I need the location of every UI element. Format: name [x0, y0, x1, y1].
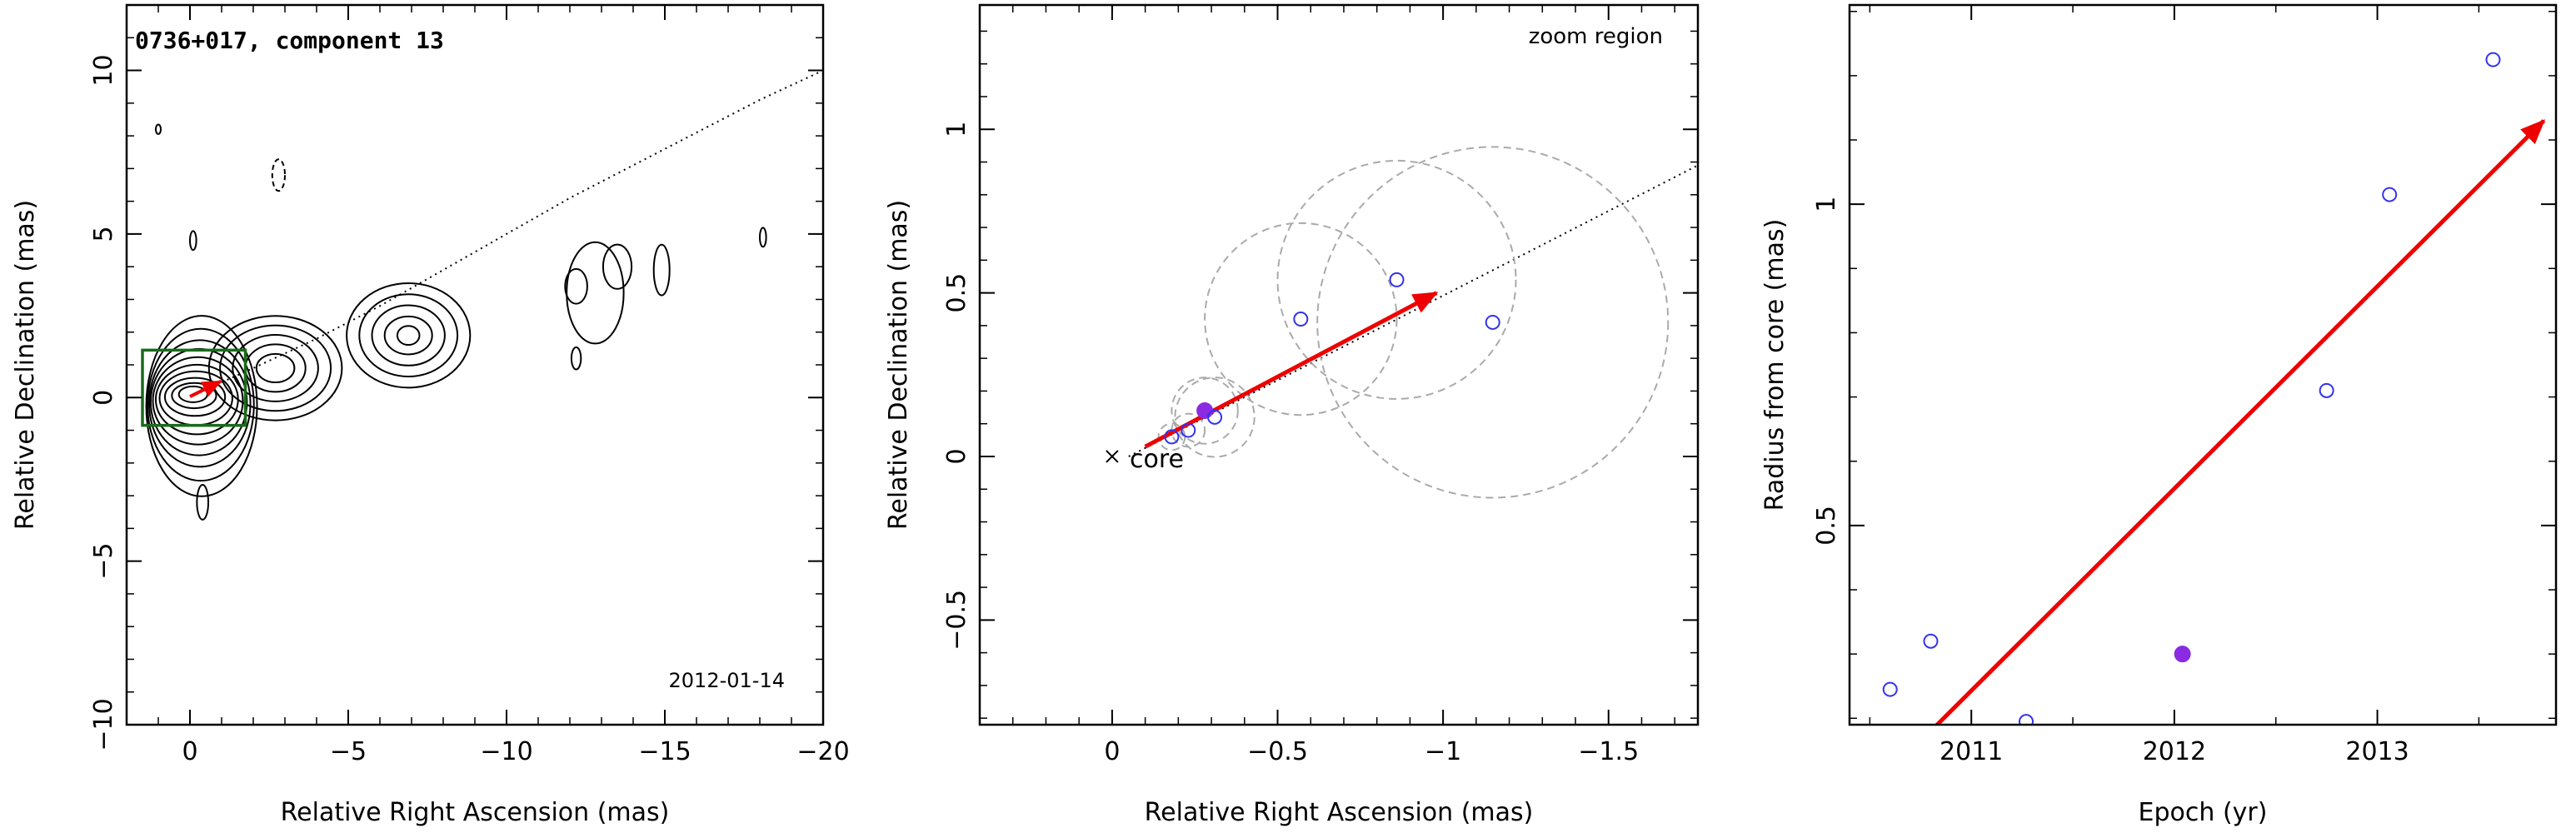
- x-tick-label: −1.5: [1578, 737, 1639, 766]
- panel1-marks: [141, 69, 824, 427]
- y-tick-label: 1: [1812, 197, 1841, 212]
- component-size-circle: [1204, 222, 1398, 416]
- contour-faint: [602, 243, 633, 290]
- plot-frame: [1848, 3, 2558, 726]
- contour-core: [152, 356, 244, 446]
- x-tick-label: −0.5: [1247, 737, 1308, 766]
- panel-contour-map: 0 −5 −10 −15 −20 −10 −5 0 5 10 0736+017, componen…: [11, 3, 850, 827]
- contour-knot: [396, 325, 421, 347]
- panel2-ticks: 0 −0.5 −1 −1.5 −0.5 0 0.5 1: [942, 5, 1698, 766]
- component-size-circle: [1171, 377, 1239, 445]
- data-point: [1389, 272, 1405, 287]
- data-point: [2319, 382, 2334, 398]
- contour-core: [145, 315, 258, 497]
- core-marker: [1106, 450, 1119, 463]
- contour-core: [154, 363, 239, 436]
- y-tick-label: 0: [942, 448, 971, 464]
- x-tick-label: 2013: [2345, 737, 2409, 766]
- data-point: [1181, 422, 1196, 438]
- panel3-ticks: 2011 2012 2013 0.5 1: [1812, 5, 2556, 766]
- data-point: [2485, 52, 2501, 67]
- x-tick-label: −20: [796, 737, 849, 766]
- trajectory-line: [205, 69, 824, 391]
- contour-faint: [564, 267, 588, 305]
- x-tick-label: −1: [1425, 737, 1461, 766]
- component-size-circle: [1174, 377, 1256, 458]
- contour-knot: [219, 324, 332, 412]
- y-tick-label: 5: [89, 226, 118, 242]
- panel2-marks: [1106, 146, 1698, 499]
- contour-knot: [371, 304, 446, 367]
- x-axis-label: Relative Right Ascension (mas): [281, 798, 670, 827]
- panel3-marks: [1882, 52, 2546, 725]
- y-axis-label: Relative Declination (mas): [11, 200, 40, 530]
- x-axis-label: Epoch (yr): [2139, 798, 2268, 827]
- contour-faint: [759, 227, 767, 248]
- contour-knot: [255, 352, 296, 384]
- data-point: [1882, 681, 1898, 697]
- contour-knot: [232, 334, 319, 402]
- x-tick-label: 0: [1104, 737, 1120, 766]
- motion-arrow: [1144, 291, 1439, 449]
- y-tick-label: 10: [89, 54, 118, 86]
- y-tick-label: 0: [89, 390, 118, 406]
- data-point-filled: [2174, 646, 2191, 663]
- y-tick-label: −0.5: [942, 590, 971, 651]
- contour-map: [145, 123, 767, 521]
- contour-core: [147, 339, 252, 468]
- contour-knot: [346, 282, 472, 389]
- x-tick-label: 2011: [1939, 737, 2003, 766]
- component-size-circle: [1276, 159, 1517, 400]
- x-tick-label: −15: [638, 737, 691, 766]
- contour-faint: [566, 241, 625, 345]
- contour-faint: [196, 484, 210, 521]
- y-tick-label: 1: [942, 122, 971, 137]
- contour-faint: [570, 346, 582, 371]
- data-point: [1485, 314, 1500, 330]
- contour-core: [147, 327, 255, 482]
- component-size-circle: [1316, 146, 1670, 499]
- data-point: [2019, 714, 2034, 725]
- contour-knot: [207, 315, 343, 421]
- panel-zoom-region: 0 −0.5 −1 −1.5 −0.5 0 0.5 1 zoom region core Re…: [884, 3, 1700, 827]
- contour-faint: [652, 243, 671, 297]
- data-point: [1164, 429, 1180, 445]
- y-tick-label: −10: [89, 698, 118, 751]
- data-point-filled: [1196, 402, 1214, 419]
- plot-frame: [978, 3, 1700, 726]
- motion-arrow: [189, 379, 223, 398]
- plot-frame: [125, 3, 825, 726]
- x-tick-label: −10: [480, 737, 532, 766]
- contour-faint: [154, 123, 162, 135]
- y-tick-label: 0.5: [1812, 506, 1841, 546]
- x-tick-label: 0: [182, 737, 197, 766]
- date-label: 2012-01-14: [669, 669, 785, 692]
- panel-radius-vs-epoch: 2011 2012 2013 0.5 1 Epoch (yr) Radius from …: [1760, 3, 2558, 827]
- zoom-box: [141, 348, 247, 427]
- trajectory-line: [1128, 164, 1698, 457]
- x-axis-label: Relative Right Ascension (mas): [1145, 798, 1534, 827]
- x-tick-label: −5: [330, 737, 367, 766]
- data-point: [2382, 187, 2398, 202]
- panel1-ticks: 0 −5 −10 −15 −20 −10 −5 0 5 10: [89, 4, 850, 766]
- trend-arrow: [1934, 119, 2546, 725]
- contour-knot: [358, 293, 459, 378]
- y-axis-label: Relative Declination (mas): [884, 200, 913, 530]
- data-point: [1207, 409, 1223, 425]
- y-axis-label: Radius from core (mas): [1760, 219, 1790, 511]
- x-tick-label: 2012: [2143, 737, 2206, 766]
- y-tick-label: −5: [89, 543, 118, 580]
- contour-knot: [383, 315, 433, 356]
- core-label: core: [1130, 445, 1184, 474]
- data-point: [1293, 312, 1309, 327]
- contour-core: [163, 377, 227, 417]
- y-tick-label: 0.5: [942, 273, 971, 313]
- panel-label: zoom region: [1529, 24, 1663, 49]
- data-point: [1923, 633, 1939, 649]
- contour-faint: [189, 230, 197, 252]
- chart-title: 0736+017, component 13: [135, 27, 444, 54]
- contour-negative: [271, 158, 286, 192]
